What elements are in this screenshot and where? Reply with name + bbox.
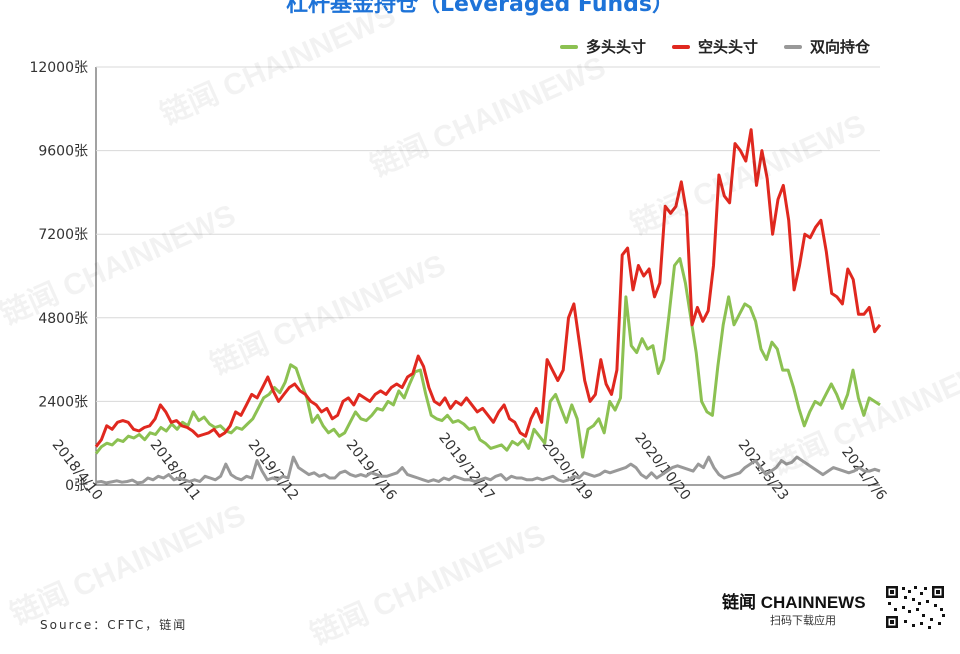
chart-title: 杠杆基金持仓（Leveraged Funds） (285, 0, 675, 17)
brand-en: CHAINNEWS (760, 593, 866, 612)
y-tick-label: 9600张 (38, 144, 88, 160)
legend-label-long: 多头头寸 (586, 38, 647, 56)
qr-code-icon (884, 584, 946, 630)
y-tick-label: 12000张 (29, 60, 88, 76)
x-tick-label: 2018/9/11 (147, 437, 204, 503)
legend-item-short: 空头头寸 (672, 36, 758, 57)
x-tick-label: 2019/12/17 (435, 430, 497, 503)
series-line-2 (95, 455, 881, 485)
legend-item-spread: 双向持仓 (784, 36, 870, 57)
legend-item-long: 多头头寸 (560, 36, 646, 57)
x-axis-ticks: 2018/4/10 2018/9/11 2019/2/12 2019/7/16 2019… (49, 430, 890, 504)
y-axis-ticks: 0张 2400张 4800张 7200张 9600张 12000张 (29, 60, 88, 494)
series-lines (94, 128, 882, 485)
y-tick-label: 4800张 (38, 311, 88, 327)
legend-label-spread: 双向持仓 (810, 38, 871, 56)
series-line-1 (94, 128, 882, 448)
chart-canvas: 0张 2400张 4800张 7200张 9600张 12000张 2018/4/10 20… (29, 60, 890, 504)
series-line-0 (94, 257, 881, 459)
legend-label-short: 空头头寸 (698, 38, 759, 56)
y-tick-label: 2400张 (38, 394, 88, 410)
x-tick-label: 2021/7/6 (838, 444, 889, 503)
legend-swatch-spread (784, 44, 803, 49)
y-tick-label: 0张 (65, 478, 88, 494)
brand-logo: 链闻 CHAINNEWS (722, 588, 866, 613)
brand-subtitle: 扫码下载应用 (770, 614, 836, 627)
x-tick-label: 2019/7/16 (343, 437, 400, 503)
source-note: Source：CFTC，链闻 (40, 618, 188, 632)
brand-cn: 链闻 (722, 593, 756, 612)
grid-lines (95, 66, 880, 486)
legend-swatch-short (672, 44, 691, 49)
x-tick-label: 2020/5/19 (539, 437, 596, 503)
y-tick-label: 7200张 (38, 227, 88, 243)
legend-swatch-long (560, 44, 578, 49)
legend: 多头头寸 空头头寸 双向持仓 (560, 36, 870, 57)
